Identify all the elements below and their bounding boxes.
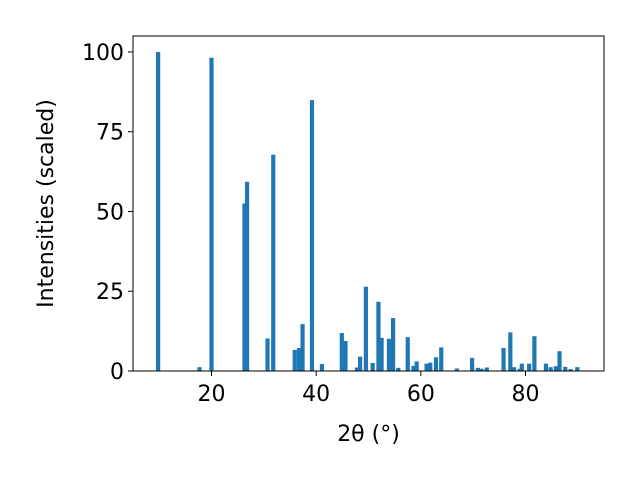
bar [343, 341, 348, 371]
bar-series [156, 51, 580, 371]
bar [433, 357, 439, 371]
bar [424, 363, 429, 371]
bar [242, 203, 247, 371]
y-tick-label: 50 [96, 200, 124, 225]
y-tick-label: 75 [96, 121, 124, 146]
bar [296, 348, 301, 371]
y-tick-label: 0 [110, 360, 124, 385]
bar [358, 356, 363, 371]
y-axis-label: Intensities (scaled) [34, 99, 59, 308]
bar [197, 367, 202, 371]
bar [265, 338, 270, 371]
x-axis-label: 2θ (°) [337, 422, 400, 447]
bar [563, 366, 568, 371]
y-tick-label: 25 [96, 280, 124, 305]
bar [501, 348, 506, 371]
bar [475, 367, 480, 371]
bar [568, 369, 573, 371]
bar [543, 363, 549, 371]
bar [209, 57, 214, 371]
bar [508, 332, 513, 371]
bar [414, 361, 419, 371]
bar [271, 154, 276, 371]
bar [309, 100, 315, 371]
plot-area [133, 36, 604, 371]
bar [428, 362, 433, 371]
bar [354, 367, 360, 371]
bar [156, 51, 161, 371]
bar [479, 368, 484, 371]
bar [519, 363, 524, 371]
x-tick-label: 40 [302, 382, 330, 407]
bar [396, 367, 401, 371]
bar [300, 324, 305, 371]
bar [511, 367, 517, 371]
bar [532, 336, 537, 371]
bar [391, 318, 396, 371]
bar [405, 337, 410, 371]
bar [484, 367, 489, 371]
x-tick-label: 20 [198, 382, 226, 407]
x-tick-label: 80 [512, 382, 540, 407]
bar [292, 349, 297, 371]
bar [244, 181, 250, 371]
bar [370, 363, 375, 371]
bar [548, 367, 553, 371]
bar [575, 367, 580, 371]
plot-frame [132, 35, 605, 372]
x-tick-label: 60 [407, 382, 435, 407]
bar [527, 363, 532, 371]
bar [557, 351, 562, 371]
bar [411, 365, 416, 371]
y-axis-ticks: 0 25 50 75 100 [82, 41, 133, 385]
bar [439, 347, 444, 371]
bar [319, 363, 325, 371]
bar [339, 333, 344, 371]
x-axis-ticks: 20 40 60 80 [198, 371, 540, 407]
bar [470, 357, 475, 371]
y-tick-label: 100 [82, 41, 124, 66]
bar [386, 338, 392, 371]
bar [376, 301, 381, 371]
bar [454, 368, 460, 371]
bar [379, 337, 384, 371]
bar [363, 286, 368, 371]
bar [553, 366, 558, 371]
